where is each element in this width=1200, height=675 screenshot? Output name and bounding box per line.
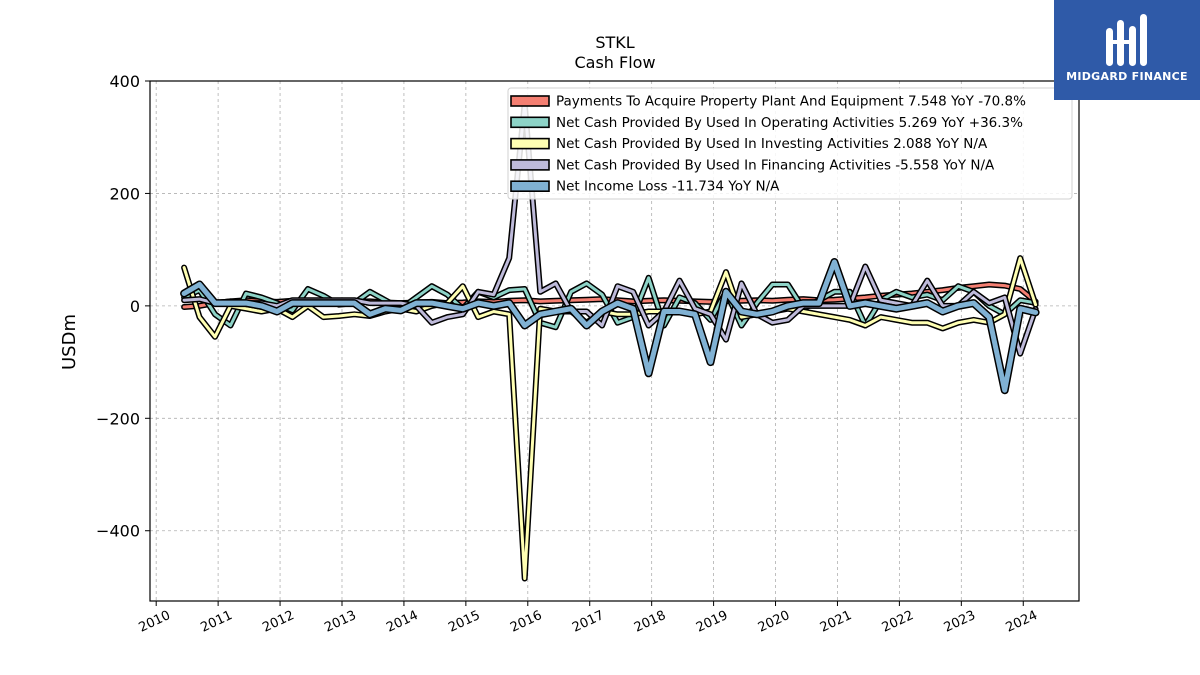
y-tick-label: −400 xyxy=(96,522,140,541)
legend-item[interactable]: Net Income Loss -11.734 YoY N/A xyxy=(510,179,780,195)
x-tick-label: 2020 xyxy=(756,608,792,636)
chart-title: STKL xyxy=(595,33,634,52)
x-tick-label: 2019 xyxy=(694,608,730,636)
legend-box xyxy=(507,87,1073,200)
legend-label: Net Cash Provided By Used In Investing A… xyxy=(556,136,988,152)
series-outline xyxy=(180,258,1040,395)
legend-swatch xyxy=(510,137,550,150)
legend-item[interactable]: Payments To Acquire Property Plant And E… xyxy=(510,94,1026,110)
x-tick-label: 2022 xyxy=(880,608,916,636)
series-line xyxy=(181,259,1039,393)
y-tick-label: 200 xyxy=(109,184,140,203)
y-tick-label: 400 xyxy=(109,72,140,91)
legend-item[interactable]: Net Cash Provided By Used In Financing A… xyxy=(510,157,995,173)
series-layer xyxy=(180,100,1040,582)
y-axis-label: USDm xyxy=(59,314,80,370)
legend-label: Net Income Loss -11.734 YoY N/A xyxy=(556,179,780,195)
legend-item[interactable]: Net Cash Provided By Used In Operating A… xyxy=(510,115,1023,131)
x-tick-label: 2021 xyxy=(818,608,854,636)
x-tick-label: 2012 xyxy=(260,608,296,636)
logo-wordmark: MIDGARD FINANCE xyxy=(1066,70,1188,83)
x-tick-label: 2024 xyxy=(1004,608,1040,636)
y-tick-label: 0 xyxy=(130,297,140,316)
x-tick-label: 2013 xyxy=(322,608,358,636)
midgard-logo-icon xyxy=(1106,14,1147,66)
legend-label: Net Cash Provided By Used In Financing A… xyxy=(556,157,995,173)
legend-swatch xyxy=(510,159,550,171)
midgard-finance-logo: MIDGARD FINANCE xyxy=(1054,0,1200,100)
x-tick-label: 2010 xyxy=(137,608,173,636)
chart-subtitle: Cash Flow xyxy=(574,53,655,72)
legend-swatch xyxy=(510,180,550,192)
legend-label: Net Cash Provided By Used In Operating A… xyxy=(556,115,1023,131)
x-tick-label: 2015 xyxy=(446,608,482,636)
legend-swatch xyxy=(510,116,550,129)
x-tick-label: 2023 xyxy=(942,608,978,636)
legend-item[interactable]: Net Cash Provided By Used In Investing A… xyxy=(510,136,988,152)
series-5 xyxy=(180,258,1040,395)
x-tick-label: 2017 xyxy=(570,608,606,636)
legend-swatch xyxy=(510,95,550,107)
x-tick-label: 2011 xyxy=(198,608,234,636)
legend-label: Payments To Acquire Property Plant And E… xyxy=(556,94,1026,110)
plot-area-frame xyxy=(149,80,1080,602)
x-tick-label: 2018 xyxy=(632,608,668,636)
y-tick-label: −200 xyxy=(96,409,140,428)
x-tick-label: 2014 xyxy=(384,608,420,636)
x-tick-label: 2016 xyxy=(508,608,544,636)
legend[interactable]: Payments To Acquire Property Plant And E… xyxy=(507,87,1073,200)
